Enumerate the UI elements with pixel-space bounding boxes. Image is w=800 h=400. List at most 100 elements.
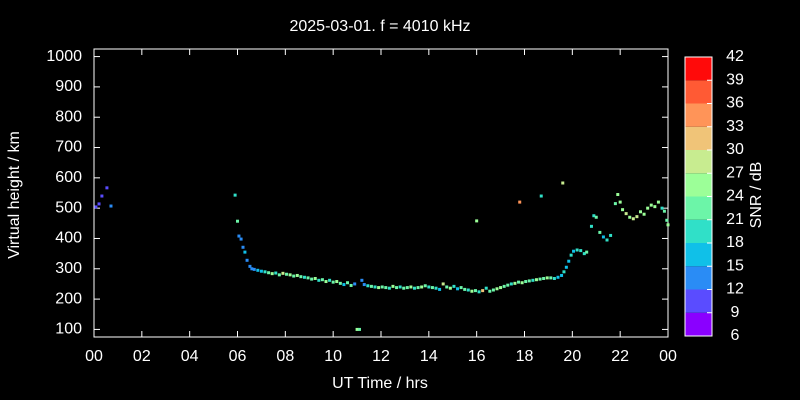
scatter-point [248,264,252,268]
scatter-point [288,273,292,277]
x-tick-label: 14 [420,348,438,365]
scatter-point [277,273,281,277]
scatter-point [353,282,357,286]
scatter-point [666,223,670,227]
scatter-point [310,277,314,281]
y-tick-label: 100 [55,321,82,338]
x-tick-label: 06 [229,348,247,365]
colorbar-band [685,289,712,313]
scatter-point [384,286,388,290]
scatter-point [360,278,364,282]
colorbar-tick-label: 9 [731,304,740,321]
scatter-point [534,278,538,282]
scatter-point [438,287,442,291]
scatter-point [250,267,254,271]
scatter-point [342,283,346,287]
scatter-point [313,276,317,280]
scatter-point [582,252,586,256]
scatter-point [430,286,434,290]
scatter-point [624,212,628,216]
scatter-point [575,248,579,252]
scatter-point [491,288,495,292]
scatter-point [373,285,377,289]
scatter-point [233,193,237,197]
y-tick-label: 300 [55,260,82,277]
scatter-point [561,181,565,185]
x-tick-label: 02 [133,348,151,365]
scatter-point [317,278,321,282]
scatter-point [236,219,239,223]
scatter-point [252,267,256,271]
scatter-point [495,287,499,291]
scatter-point [477,290,481,294]
scatter-point [481,289,485,293]
scatter-point [646,206,650,210]
scatter-point [338,281,342,285]
scatter-point [281,271,285,275]
scatter-point [412,286,416,290]
scatter-point [274,271,278,275]
scatter-point [416,286,420,290]
colorbar-band [685,266,712,290]
scatter-point [621,208,625,212]
scatter-point [441,282,445,286]
scatter-point [506,283,510,287]
scatter-point [564,265,568,269]
scatter-point [589,224,593,228]
scatter-point [299,275,303,279]
scatter-point [656,200,660,204]
colorbar-tick-label: 27 [726,164,744,181]
scatter-point [605,238,609,242]
y-tick-label: 700 [55,139,82,156]
colorbar-band [685,80,712,104]
scatter-point [463,287,467,291]
x-tick-label: 18 [516,348,534,365]
x-tick-label: 22 [611,348,629,365]
colorbar-band [685,173,712,197]
scatter-point [502,284,506,288]
scatter-point [256,268,260,272]
colorbar-band [685,312,712,336]
scatter-point [366,284,370,288]
colorbar-tick-label: 18 [726,234,744,251]
colorbar-band [685,103,712,127]
scatter-point [660,206,664,210]
x-tick-label: 04 [181,348,199,365]
scatter-point [456,287,460,291]
scatter-point [585,250,589,254]
scatter-point [263,270,267,274]
scatter-point [243,250,247,254]
scatter-point [423,284,427,288]
scatter-point [527,279,531,283]
scatter-point [488,289,492,293]
scatter-point [653,205,657,209]
y-tick-label: 800 [55,108,82,125]
colorbar-tick-label: 6 [731,327,740,344]
scatter-point [601,235,605,239]
scatter-point [616,193,620,197]
scatter-point [94,205,98,209]
scatter-point [100,194,104,198]
scatter-point [387,286,391,290]
colorbar-band [685,126,712,150]
x-tick-label: 20 [563,348,581,365]
scatter-point [97,202,101,206]
scatter-point [380,285,384,289]
scatter-point [346,281,350,285]
scatter-point [618,200,622,204]
scatter-point [452,284,456,288]
colorbar-tick-label: 24 [726,188,744,205]
scatter-point [245,258,249,262]
scatter-point [109,204,113,208]
scatter-point [324,280,328,284]
scatter-point [484,286,488,290]
scatter-point [292,274,296,278]
x-tick-label: 00 [659,348,677,365]
scatter-point [562,270,566,274]
y-axis-label: Virtual height / km [6,131,23,259]
colorbar-band [685,196,712,220]
scatter-point [631,217,635,221]
scatter-point [302,275,306,279]
scatter-point [420,285,424,289]
